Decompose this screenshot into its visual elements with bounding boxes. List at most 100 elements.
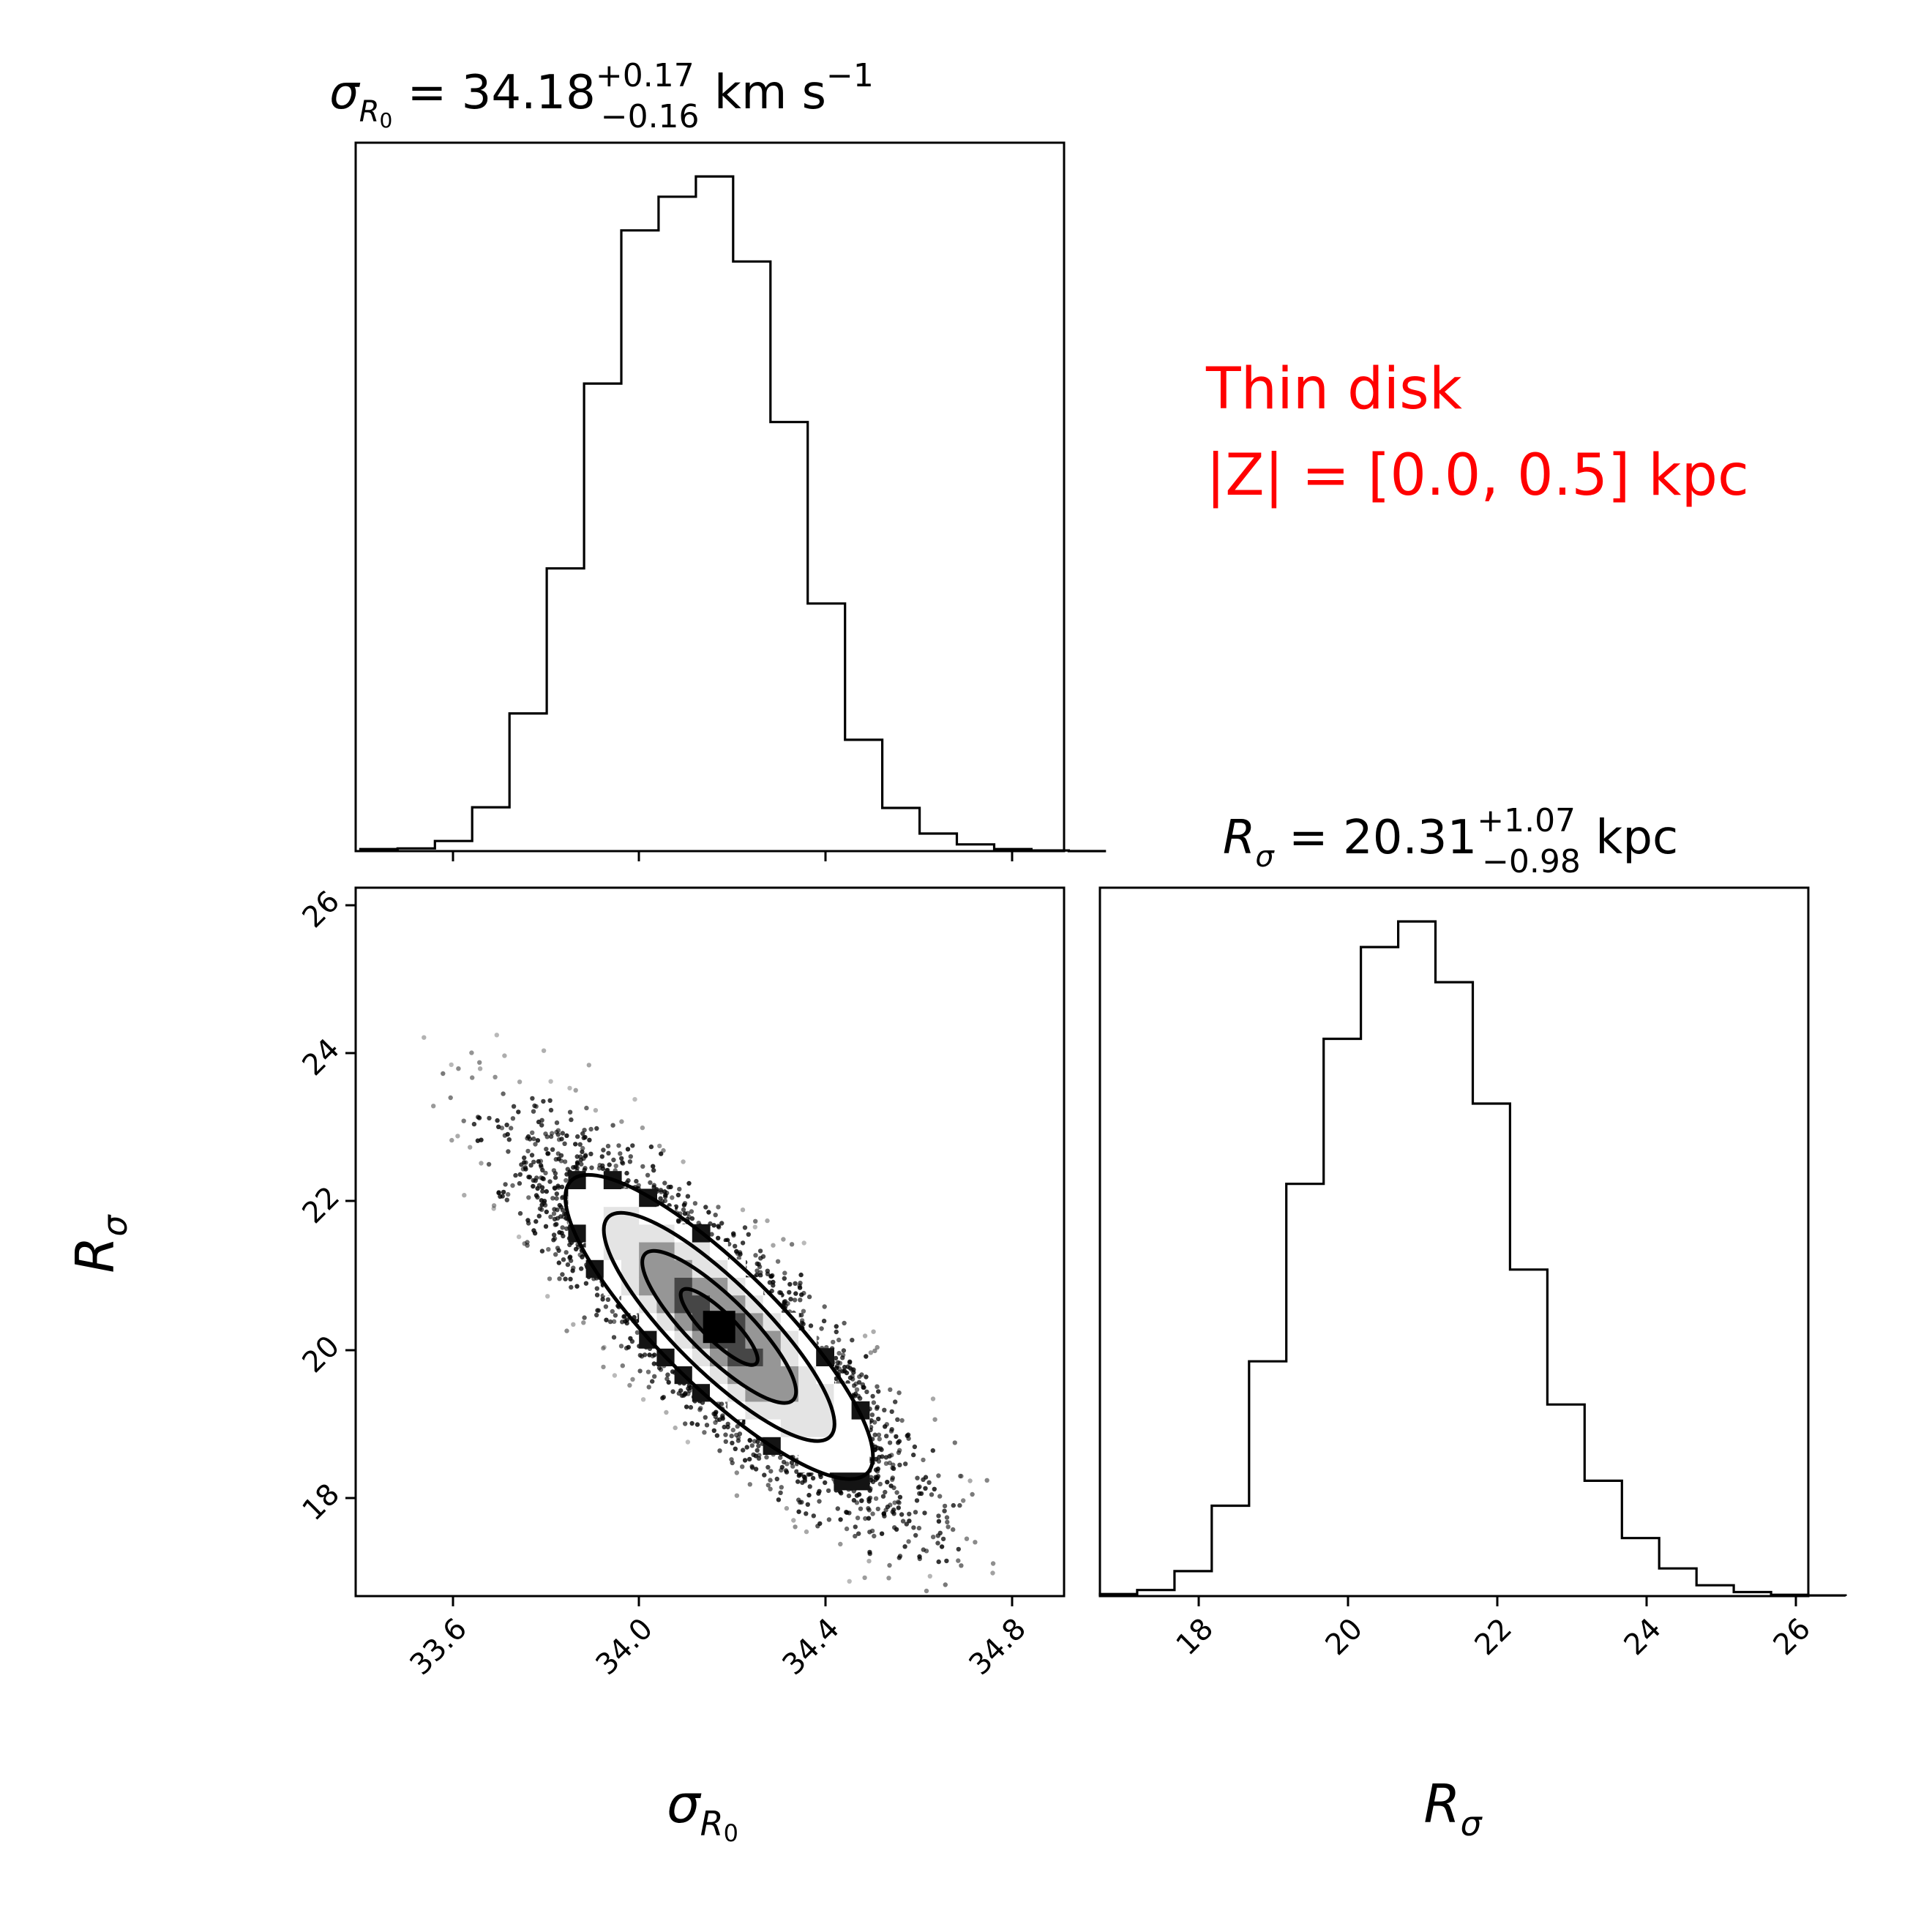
scatter-point xyxy=(875,1384,880,1389)
scatter-point xyxy=(834,1329,839,1335)
scatter-point xyxy=(681,1202,687,1208)
scatter-point xyxy=(568,1258,574,1263)
scatter-point xyxy=(564,1250,569,1255)
scatter-point xyxy=(967,1478,973,1483)
scatter-point xyxy=(495,1117,500,1123)
scatter-point xyxy=(922,1510,927,1516)
scatter-point xyxy=(734,1248,739,1254)
scatter-point xyxy=(684,1404,689,1409)
scatter-point xyxy=(733,1243,738,1249)
scatter-point xyxy=(491,1203,497,1208)
scatter-point xyxy=(583,1281,589,1286)
scatter-point xyxy=(584,1105,589,1111)
scatter-point xyxy=(525,1240,530,1245)
histogram-bin xyxy=(733,261,771,851)
scatter-point xyxy=(871,1400,877,1405)
scatter-point xyxy=(502,1133,508,1138)
scatter-point xyxy=(868,1350,874,1355)
scatter-point xyxy=(801,1308,806,1314)
scatter-point xyxy=(647,1352,652,1358)
scatter-point xyxy=(658,1196,663,1201)
scatter-point xyxy=(837,1489,843,1494)
scatter-point xyxy=(816,1491,821,1496)
scatter-point xyxy=(560,1131,565,1136)
scatter-point xyxy=(767,1280,773,1285)
scatter-point xyxy=(688,1404,694,1410)
scatter-point xyxy=(634,1330,640,1336)
scatter-point xyxy=(651,1183,656,1188)
scatter-point xyxy=(632,1097,637,1102)
scatter-point xyxy=(867,1495,873,1500)
scatter-point xyxy=(601,1364,606,1370)
scatter-point xyxy=(851,1383,857,1388)
scatter-point xyxy=(682,1211,688,1216)
scatter-point xyxy=(547,1179,553,1184)
scatter-point xyxy=(476,1115,481,1120)
scatter-point xyxy=(567,1109,573,1115)
scatter-point xyxy=(867,1530,872,1535)
scatter-point xyxy=(757,1248,763,1254)
scatter-point xyxy=(506,1191,511,1197)
scatter-point xyxy=(911,1525,916,1530)
scatter-point xyxy=(793,1291,798,1296)
scatter-point xyxy=(861,1385,866,1390)
scatter-point xyxy=(796,1509,801,1514)
scatter-point xyxy=(891,1507,896,1513)
scatter-point xyxy=(765,1271,771,1277)
scatter-point xyxy=(665,1372,670,1377)
scatter-point xyxy=(574,1154,580,1159)
scatter-point xyxy=(797,1285,803,1290)
scatter-point xyxy=(541,1176,546,1182)
scatter-point xyxy=(491,1206,496,1211)
scatter-point xyxy=(498,1194,503,1199)
scatter-point xyxy=(713,1213,718,1218)
scatter-point xyxy=(946,1524,951,1530)
histogram-bin xyxy=(435,841,472,851)
scatter-point xyxy=(897,1554,903,1559)
scatter-point xyxy=(863,1516,868,1521)
scatter-point xyxy=(605,1297,611,1303)
scatter-point xyxy=(546,1247,551,1252)
scatter-point xyxy=(612,1373,618,1378)
scatter-point xyxy=(844,1370,850,1376)
scatter-point xyxy=(550,1131,555,1136)
scatter-point xyxy=(896,1439,902,1444)
scatter-point xyxy=(627,1159,633,1164)
scatter-point xyxy=(854,1387,860,1393)
scatter-point xyxy=(896,1505,902,1510)
scatter-point xyxy=(804,1511,809,1516)
scatter-point xyxy=(513,1172,518,1178)
scatter-point xyxy=(857,1374,862,1379)
scatter-point xyxy=(461,1118,466,1123)
scatter-point xyxy=(856,1531,861,1536)
scatter-point xyxy=(558,1153,564,1158)
scatter-point xyxy=(594,1292,600,1298)
scatter-point xyxy=(536,1119,542,1125)
scatter-point xyxy=(501,1091,506,1096)
scatter-point xyxy=(713,1414,718,1420)
scatter-point xyxy=(835,1506,841,1511)
scatter-point xyxy=(686,1383,692,1388)
scatter-point xyxy=(959,1473,964,1479)
scatter-point xyxy=(573,1087,578,1093)
scatter-point xyxy=(959,1563,964,1568)
scatter-point xyxy=(624,1317,630,1322)
scatter-point xyxy=(795,1479,801,1484)
scatter-point xyxy=(544,1188,549,1194)
scatter-point xyxy=(648,1144,654,1150)
scatter-point xyxy=(578,1157,584,1163)
scatter-point xyxy=(789,1460,795,1465)
scatter-point xyxy=(535,1138,541,1143)
scatter-point xyxy=(619,1156,624,1161)
scatter-point xyxy=(569,1117,574,1123)
scatter-point xyxy=(833,1355,839,1361)
scatter-point xyxy=(574,1284,580,1289)
scatter-point xyxy=(568,1276,573,1282)
scatter-point xyxy=(551,1238,556,1243)
scatter-point xyxy=(511,1104,517,1109)
scatter-point xyxy=(536,1213,542,1218)
scatter-point xyxy=(536,1183,542,1188)
scatter-point xyxy=(628,1336,633,1341)
scatter-point xyxy=(610,1308,615,1314)
